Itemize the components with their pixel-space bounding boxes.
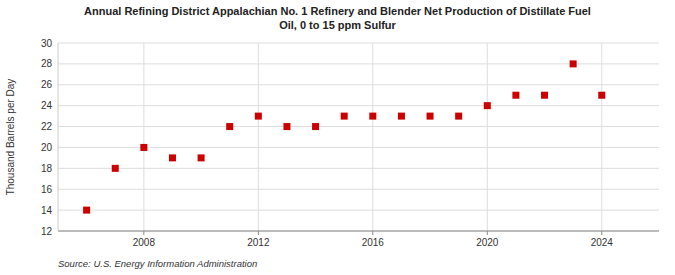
point [112, 165, 119, 172]
point [169, 154, 176, 161]
y-tick-label: 30 [41, 38, 53, 49]
point [312, 123, 319, 130]
y-tick-label: 22 [41, 121, 53, 132]
y-grid-line [58, 231, 659, 232]
title-line: Annual Refining District Appalachian No.… [84, 5, 591, 17]
x-grid-line [258, 43, 259, 231]
x-tick [143, 231, 144, 235]
x-grid-line [487, 43, 488, 231]
point [570, 60, 577, 67]
y-tick-label: 28 [41, 58, 53, 69]
x-tick-label: 2008 [133, 237, 156, 248]
point [541, 92, 548, 99]
chart-container: Annual Refining District Appalachian No.… [0, 0, 675, 275]
axes: 12 14 16 18 20 22 24 26 28 30 2008 2012 2016 2020 2024 [41, 38, 659, 249]
point [484, 102, 491, 109]
x-grid-line [372, 43, 373, 231]
x-tick-label: 2012 [247, 237, 270, 248]
y-grid-line [58, 84, 659, 85]
y-grid-line [58, 126, 659, 127]
y-grid-line [58, 189, 659, 190]
x-axis-line [58, 231, 659, 232]
y-tick-label: 18 [41, 163, 53, 174]
points [83, 60, 605, 213]
x-tick [601, 231, 602, 235]
y-tick-label: 20 [41, 142, 53, 153]
point [255, 113, 262, 120]
y-axis-line [58, 43, 59, 231]
source-note: Source: U.S. Energy Information Administ… [58, 258, 257, 269]
y-grid-line [58, 63, 659, 64]
chart-svg: Annual Refining District Appalachian No.… [0, 0, 675, 275]
y-tick-label: 26 [41, 79, 53, 90]
x-tick [372, 231, 373, 235]
point [369, 113, 376, 120]
point [226, 123, 233, 130]
y-grid-line [58, 147, 659, 148]
y-axis-label: Thousand Barrels per Day [5, 79, 16, 196]
title-line: Oil, 0 to 15 ppm Sulfur [279, 19, 396, 31]
y-grid-line [58, 43, 659, 44]
y-grid-line [58, 210, 659, 211]
y-tick-label: 14 [41, 205, 53, 216]
grid [58, 43, 659, 231]
title: Annual Refining District Appalachian No.… [84, 5, 591, 31]
point [455, 113, 462, 120]
x-tick-label: 2020 [476, 237, 499, 248]
point [398, 113, 405, 120]
x-tick-label: 2024 [591, 237, 614, 248]
point [341, 113, 348, 120]
x-grid-line [601, 43, 602, 231]
y-tick-label: 24 [41, 100, 53, 111]
x-tick [487, 231, 488, 235]
point [283, 123, 290, 130]
point [140, 144, 147, 151]
y-grid-line [58, 168, 659, 169]
x-grid-line [143, 43, 144, 231]
point [512, 92, 519, 99]
x-tick [258, 231, 259, 235]
point [427, 113, 434, 120]
y-tick-label: 16 [41, 184, 53, 195]
x-tick-label: 2016 [362, 237, 385, 248]
point [598, 92, 605, 99]
point [198, 154, 205, 161]
point [83, 207, 90, 214]
y-tick-label: 12 [41, 226, 53, 237]
y-grid-line [58, 105, 659, 106]
